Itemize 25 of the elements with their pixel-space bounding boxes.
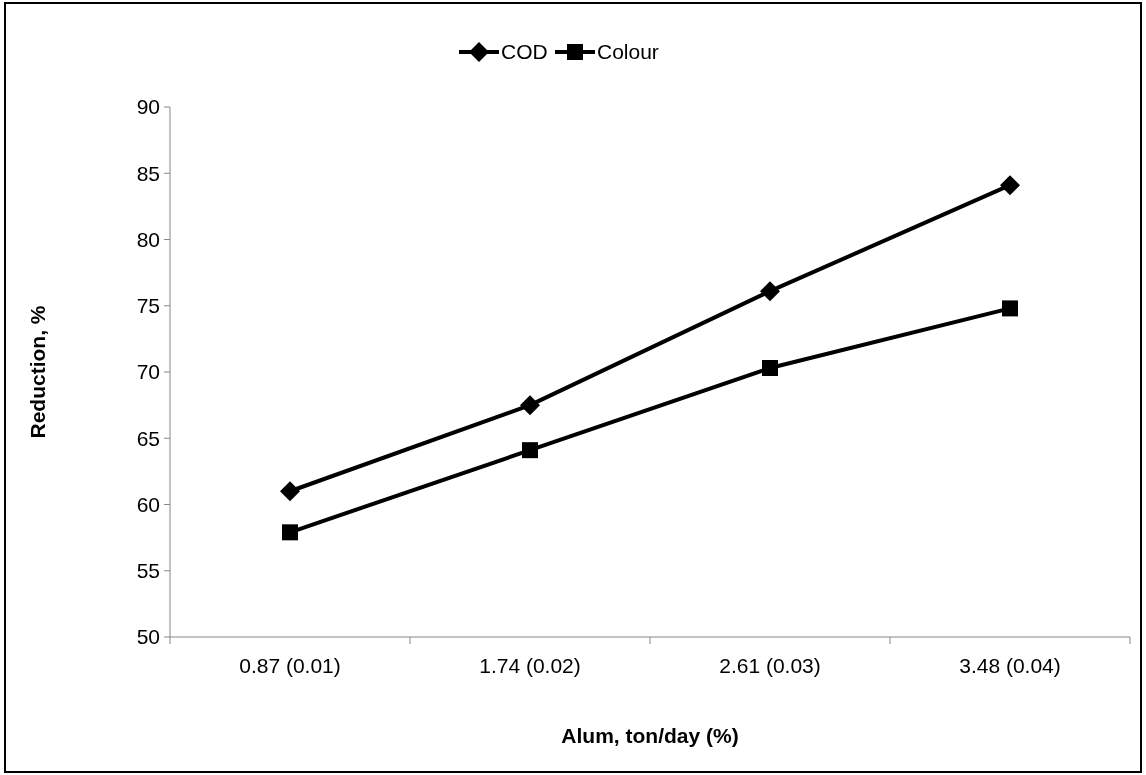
y-tick-label: 65: [136, 426, 160, 450]
y-tick-label: 60: [136, 492, 160, 516]
point: [520, 395, 540, 416]
x-tick-label: 2.61 (0.03): [719, 654, 821, 677]
y-tick-label: 55: [136, 559, 160, 583]
x-tick-label: 0.87 (0.01): [239, 654, 341, 677]
point: [1000, 175, 1020, 196]
y-tick-label: 75: [136, 294, 160, 318]
y-axis-title: Reduction, %: [26, 305, 49, 439]
point: [1002, 300, 1018, 317]
y-tick-label: 50: [136, 625, 160, 649]
point: [760, 281, 780, 302]
x-axis-title: Alum, ton/day (%): [561, 724, 739, 747]
point: [280, 481, 300, 502]
x-tick-label: 3.48 (0.04): [959, 654, 1061, 677]
x-tick-label: 1.74 (0.02): [479, 654, 581, 677]
y-tick-label: 70: [136, 360, 160, 384]
legend-label: Colour: [597, 40, 659, 64]
legend-label: COD: [501, 40, 548, 64]
point: [522, 442, 538, 459]
point: [282, 524, 298, 541]
point: [762, 360, 778, 377]
y-tick-label: 85: [136, 161, 160, 185]
y-tick-label: 80: [136, 227, 160, 251]
y-tick-label: 90: [136, 95, 160, 119]
